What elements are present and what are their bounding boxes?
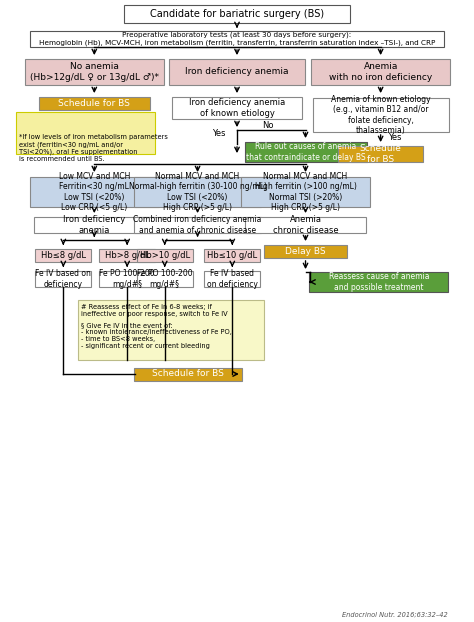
Text: *If low levels of iron metabolism parameters
exist (ferritin<30 ng/mL and/or
TSI: *If low levels of iron metabolism parame… xyxy=(19,134,168,162)
Text: Candidate for bariatric surgery (BS): Candidate for bariatric surgery (BS) xyxy=(150,9,324,19)
Text: Combined iron deficiency anemia
and anemia of chronic disease: Combined iron deficiency anemia and anem… xyxy=(133,215,262,234)
Text: Hb>10 g/dL: Hb>10 g/dL xyxy=(140,251,190,259)
FancyBboxPatch shape xyxy=(134,368,242,381)
Text: Preoperative laboratory tests (at least 30 days before surgery):
Hemoglobin (Hb): Preoperative laboratory tests (at least … xyxy=(39,32,435,46)
Text: Hb>8 g/dL: Hb>8 g/dL xyxy=(105,251,150,259)
Text: Fe PO 100-200
mg/d#§: Fe PO 100-200 mg/d#§ xyxy=(137,269,192,289)
Text: Anemia
chronic disease: Anemia chronic disease xyxy=(273,215,338,234)
FancyBboxPatch shape xyxy=(137,271,193,287)
FancyBboxPatch shape xyxy=(78,300,264,360)
FancyBboxPatch shape xyxy=(29,177,159,207)
FancyBboxPatch shape xyxy=(241,177,370,207)
FancyBboxPatch shape xyxy=(25,59,164,85)
FancyBboxPatch shape xyxy=(245,142,366,162)
Text: Iron deficiency anemia: Iron deficiency anemia xyxy=(185,68,289,77)
FancyBboxPatch shape xyxy=(134,217,261,233)
Text: § Give Fe IV in the event of:
- known intolerance/ineffectiveness of Fe PO,
- ti: § Give Fe IV in the event of: - known in… xyxy=(81,322,232,349)
Text: # Reassess effect of Fe in 6-8 weeks; if
ineffective or poor response, switch to: # Reassess effect of Fe in 6-8 weeks; if… xyxy=(81,304,228,317)
Text: Yes: Yes xyxy=(388,134,401,142)
FancyBboxPatch shape xyxy=(338,146,423,162)
Text: No anemia
(Hb>12g/dL ♀ or 13g/dL ♂)*: No anemia (Hb>12g/dL ♀ or 13g/dL ♂)* xyxy=(30,62,159,81)
Text: Rule out causes of anemia
that contraindicate or delay BS: Rule out causes of anemia that contraind… xyxy=(246,142,365,162)
FancyBboxPatch shape xyxy=(30,31,444,47)
Text: Normal MCV and MCH
Normal-high ferritin (30-100 ng/mL)
Low TSI (<20%)
High CRP (: Normal MCV and MCH Normal-high ferritin … xyxy=(128,172,266,212)
Text: Reassess cause of anemia
and possible treatment: Reassess cause of anemia and possible tr… xyxy=(328,272,429,292)
Text: Iron deficiency
anemia: Iron deficiency anemia xyxy=(63,215,126,234)
Text: Endocrinol Nutr. 2016;63:32–42: Endocrinol Nutr. 2016;63:32–42 xyxy=(343,612,448,618)
FancyBboxPatch shape xyxy=(312,98,449,132)
FancyBboxPatch shape xyxy=(35,249,91,261)
FancyBboxPatch shape xyxy=(124,5,350,23)
Text: Low MCV and MCH
Ferritin<30 ng/mL
Low TSI (<20%)
Low CRP (<5 g/L): Low MCV and MCH Ferritin<30 ng/mL Low TS… xyxy=(59,172,130,212)
FancyBboxPatch shape xyxy=(246,217,365,233)
FancyBboxPatch shape xyxy=(35,271,91,287)
Text: Hb≤10 g/dL: Hb≤10 g/dL xyxy=(207,251,257,259)
Text: Anemia of known etiology
(e.g., vitamin B12 and/or
folate deficiency,
thalassemi: Anemia of known etiology (e.g., vitamin … xyxy=(331,95,430,135)
FancyBboxPatch shape xyxy=(99,271,155,287)
Text: Fe IV based on
deficiency: Fe IV based on deficiency xyxy=(36,269,91,289)
FancyBboxPatch shape xyxy=(99,249,155,261)
Text: No: No xyxy=(262,121,273,131)
FancyBboxPatch shape xyxy=(17,112,155,154)
Text: Fe PO 100-200
mg/d#§: Fe PO 100-200 mg/d#§ xyxy=(100,269,155,289)
FancyBboxPatch shape xyxy=(311,59,450,85)
Text: Hb≤8 g/dL: Hb≤8 g/dL xyxy=(41,251,86,259)
Text: Normal MCV and MCH
High ferritin (>100 ng/mL)
Normal TSI (>20%)
High CRP (>5 g/L: Normal MCV and MCH High ferritin (>100 n… xyxy=(255,172,356,212)
FancyBboxPatch shape xyxy=(39,96,150,109)
Text: Yes: Yes xyxy=(212,129,226,137)
Text: Fe IV based
on deficiency: Fe IV based on deficiency xyxy=(207,269,258,289)
FancyBboxPatch shape xyxy=(137,249,193,261)
FancyBboxPatch shape xyxy=(204,249,261,261)
FancyBboxPatch shape xyxy=(34,217,155,233)
Text: Schedule
for BS: Schedule for BS xyxy=(360,144,401,164)
Text: Anemia
with no iron deficiency: Anemia with no iron deficiency xyxy=(329,62,432,81)
Text: Schedule for BS: Schedule for BS xyxy=(152,369,224,379)
Text: Delay BS: Delay BS xyxy=(285,246,326,256)
FancyBboxPatch shape xyxy=(169,59,305,85)
FancyBboxPatch shape xyxy=(172,97,302,119)
FancyBboxPatch shape xyxy=(204,271,261,287)
Text: Iron deficiency anemia
of known etiology: Iron deficiency anemia of known etiology xyxy=(189,98,285,118)
FancyBboxPatch shape xyxy=(309,272,448,292)
Text: Schedule for BS: Schedule for BS xyxy=(58,98,130,108)
FancyBboxPatch shape xyxy=(264,244,347,258)
FancyBboxPatch shape xyxy=(134,177,261,207)
